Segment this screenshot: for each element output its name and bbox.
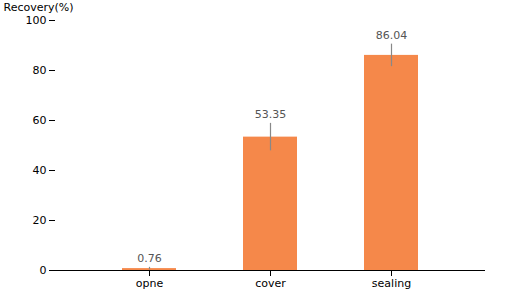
svg-text:Recovery(%): Recovery(%) — [4, 1, 74, 14]
svg-text:0: 0 — [40, 264, 47, 277]
svg-text:20: 20 — [33, 214, 47, 227]
svg-text:80: 80 — [33, 64, 47, 77]
svg-text:100: 100 — [26, 14, 47, 27]
svg-text:86.04: 86.04 — [376, 29, 408, 42]
svg-text:opne: opne — [136, 277, 164, 290]
svg-text:0.76: 0.76 — [137, 252, 162, 265]
svg-text:cover: cover — [255, 277, 286, 290]
svg-text:sealing: sealing — [372, 277, 411, 290]
svg-text:40: 40 — [33, 164, 47, 177]
svg-text:53.35: 53.35 — [255, 108, 287, 121]
svg-text:60: 60 — [33, 114, 47, 127]
